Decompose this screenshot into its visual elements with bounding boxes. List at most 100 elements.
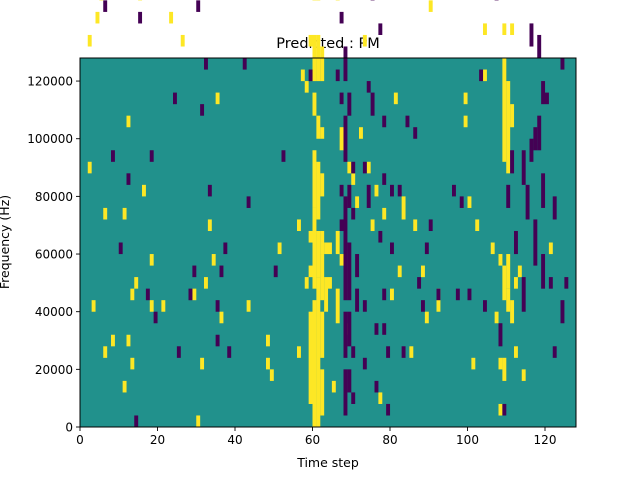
heatmap-cell-low	[355, 289, 359, 312]
heatmap-cell-high	[305, 277, 309, 289]
heatmap-cells	[80, 0, 576, 427]
heatmap-cell-low	[127, 173, 131, 185]
heatmap-cell-low	[386, 404, 390, 416]
heatmap-cell-high	[127, 335, 131, 347]
heatmap-cell-low	[347, 93, 351, 116]
heatmap-cell-low	[541, 254, 545, 289]
heatmap-cell-low	[367, 81, 371, 93]
heatmap-cell-low	[537, 35, 541, 58]
heatmap-cell-low	[336, 70, 340, 82]
heatmap-cell-high	[336, 231, 340, 254]
heatmap-cell-high	[320, 254, 324, 300]
heatmap-cell-high	[328, 243, 332, 255]
heatmap-cell-low	[347, 312, 351, 347]
heatmap-cell-low	[371, 93, 375, 116]
heatmap-cell-high	[549, 243, 553, 255]
heatmap-cell-low	[390, 185, 394, 197]
heatmap-cell-low	[413, 127, 417, 139]
heatmap-cell-high	[111, 335, 115, 347]
heatmap-cell-high	[150, 300, 154, 312]
x-tick-label: 0	[76, 433, 84, 447]
heatmap-cell-high	[309, 312, 313, 404]
heatmap-cell-high	[123, 208, 127, 220]
heatmap-cell-low	[468, 289, 472, 301]
heatmap-cell-high	[363, 35, 367, 47]
heatmap-cell-high	[320, 46, 324, 81]
heatmap-cell-low	[402, 346, 406, 358]
heatmap-cell-high	[216, 93, 220, 105]
heatmap-cell-low	[200, 104, 204, 116]
heatmap-cell-low	[208, 185, 212, 197]
heatmap-cell-high	[208, 219, 212, 231]
heatmap-cell-high	[421, 266, 425, 278]
heatmap-cell-low	[344, 369, 348, 415]
heatmap-cell-high	[134, 277, 138, 289]
heatmap-cell-high	[266, 335, 270, 347]
heatmap-cell-low	[138, 12, 142, 24]
heatmap-cell-high	[297, 219, 301, 231]
heatmap-cell-high	[506, 81, 510, 173]
heatmap-cell-high	[127, 116, 131, 128]
heatmap-cell-low	[378, 231, 382, 243]
heatmap-cell-low	[530, 23, 534, 46]
heatmap-cell-high	[316, 231, 320, 277]
x-tick-label: 20	[150, 433, 165, 447]
heatmap-cell-low	[363, 300, 367, 312]
heatmap-cell-high	[130, 289, 134, 301]
heatmap-cell-low	[243, 58, 247, 70]
x-axis-label: Time step	[296, 455, 359, 470]
heatmap-cell-high	[394, 93, 398, 105]
heatmap-cell-low	[196, 0, 200, 12]
heatmap-cell-low	[347, 369, 351, 392]
heatmap-cell-high	[313, 208, 317, 289]
heatmap-cell-high	[378, 392, 382, 404]
heatmap-cell-high	[309, 231, 313, 243]
heatmap-cell-low	[437, 289, 441, 301]
heatmap-cell-low	[351, 162, 355, 174]
heatmap-cell-high	[96, 12, 100, 24]
heatmap-cell-high	[130, 358, 134, 370]
heatmap-cell-high	[468, 196, 472, 208]
heatmap-cell-low	[483, 300, 487, 312]
heatmap-cell-high	[351, 173, 355, 185]
heatmap-cell-low	[526, 185, 530, 220]
heatmap-cell-low	[344, 46, 348, 81]
heatmap-cell-low	[344, 231, 348, 300]
heatmap-cell-low	[382, 173, 386, 185]
heatmap-cell-high	[499, 254, 503, 266]
heatmap-cell-low	[553, 346, 557, 358]
heatmap-cell-low	[340, 93, 344, 105]
heatmap-cell-high	[495, 312, 499, 324]
heatmap-cell-high	[510, 104, 514, 127]
heatmap-cell-low	[510, 150, 514, 173]
heatmap-cell-low	[351, 346, 355, 358]
x-tick-label: 60	[305, 433, 320, 447]
heatmap-cell-low	[247, 196, 251, 208]
heatmap-cell-high	[347, 162, 351, 174]
heatmap-cell-high	[429, 0, 433, 12]
heatmap-cell-low	[216, 335, 220, 347]
heatmap-cell-high	[499, 404, 503, 416]
x-tick-label: 100	[456, 433, 479, 447]
heatmap-cell-high	[309, 266, 313, 278]
heatmap-cell-high	[123, 381, 127, 393]
heatmap-cell-high	[324, 277, 328, 312]
heatmap-cell-high	[464, 116, 468, 128]
heatmap-cell-high	[88, 35, 92, 47]
heatmap-cell-low	[282, 150, 286, 162]
heatmap-cell-high	[266, 358, 270, 370]
heatmap-cell-high	[309, 35, 313, 47]
heatmap-cell-high	[375, 185, 379, 197]
heatmap-cell-low	[390, 243, 394, 255]
heatmap-cell-high	[491, 243, 495, 255]
heatmap-cell-low	[375, 381, 379, 393]
heatmap-cell-low	[344, 116, 348, 162]
heatmap-cell-high	[409, 346, 413, 358]
heatmap-cell-high	[340, 127, 344, 150]
heatmap-cell-high	[413, 219, 417, 231]
heatmap-cell-high	[181, 35, 185, 47]
heatmap-cell-high	[340, 254, 344, 266]
heatmap-cell-high	[320, 312, 324, 358]
heatmap-cell-low	[514, 231, 518, 254]
